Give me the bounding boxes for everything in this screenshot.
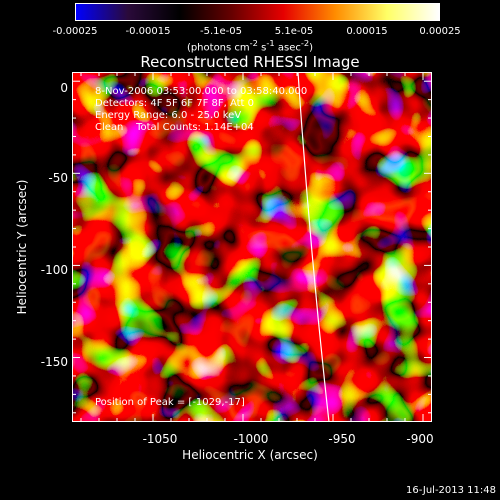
y-tick-label: -50 bbox=[48, 171, 68, 185]
emission-map bbox=[72, 72, 432, 422]
x-tick-label: -950 bbox=[328, 432, 356, 446]
time-range-annotation: 8-Nov-2006 03:53:00.000 to 03:58:40.000 bbox=[95, 86, 308, 97]
rhessi-image-plot bbox=[72, 72, 432, 422]
y-axis-ticks bbox=[72, 80, 432, 414]
colorbar-tick-label: 5.1e-05 bbox=[274, 26, 314, 37]
units-text: ) bbox=[309, 42, 314, 54]
units-text: s bbox=[257, 42, 267, 54]
image-title: Reconstructed RHESSI Image bbox=[140, 53, 360, 71]
colorbar-units-label: (photons cm-2 s-1 asec-2) bbox=[0, 38, 500, 53]
colorbar-tick-label: 0.00025 bbox=[419, 26, 461, 37]
solar-limb-line bbox=[297, 72, 330, 422]
colorbar-tick-label: -0.00025 bbox=[52, 26, 98, 37]
units-text: asec bbox=[274, 42, 301, 54]
detectors-annotation: Detectors: 4F 5F 6F 7F 8F, Att 0 bbox=[95, 98, 255, 109]
colorbar bbox=[75, 3, 440, 21]
y-tick-label: -150 bbox=[40, 355, 68, 369]
units-exponent: -2 bbox=[249, 38, 258, 48]
colorbar-tick-label: 0.00015 bbox=[346, 26, 388, 37]
units-text: (photons cm bbox=[186, 42, 250, 54]
x-axis-ticks bbox=[80, 72, 424, 422]
x-tick-label: -1050 bbox=[142, 432, 178, 446]
clean-counts-annotation: Clean Total Counts: 1.14E+04 bbox=[95, 122, 254, 133]
units-exponent: -1 bbox=[266, 38, 275, 48]
energy-range-annotation: Energy Range: 6.0 - 25.0 keV bbox=[95, 110, 242, 121]
peak-position-annotation: Position of Peak = [-1029,-17] bbox=[95, 397, 245, 408]
colorbar-tick-label: -0.00015 bbox=[125, 26, 171, 37]
x-tick-label: -900 bbox=[406, 432, 434, 446]
x-tick-label: -1000 bbox=[233, 432, 269, 446]
plot-timestamp: 16-Jul-2013 11:48 bbox=[405, 485, 496, 496]
y-axis-label: Heliocentric Y (arcsec) bbox=[15, 179, 29, 315]
x-axis-label: Heliocentric X (arcsec) bbox=[182, 448, 318, 462]
units-exponent: -2 bbox=[300, 38, 310, 48]
colorbar-tick-label: -5.1e-05 bbox=[200, 26, 242, 37]
y-tick-label: 0 bbox=[60, 81, 68, 95]
y-tick-label: -100 bbox=[40, 263, 68, 277]
